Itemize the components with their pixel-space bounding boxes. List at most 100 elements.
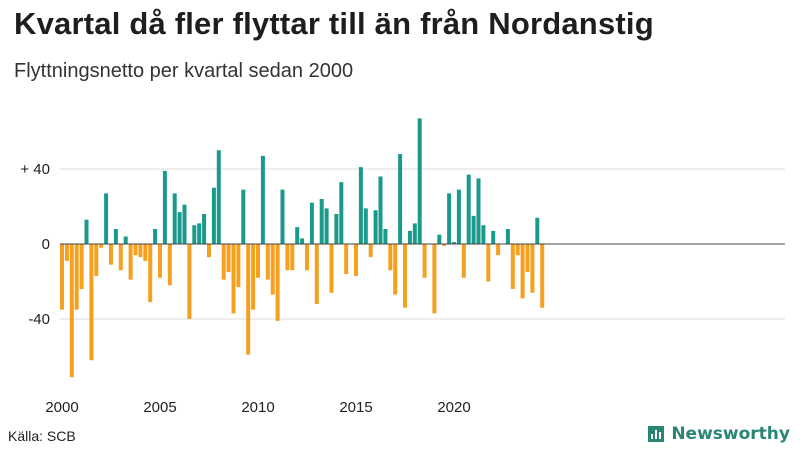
x-tick-label: 2020 [437,399,470,416]
bar [133,244,138,256]
bar [309,202,314,244]
bar [388,244,393,271]
bar [153,229,158,244]
bar [456,189,461,245]
bar [285,244,290,271]
bar [471,215,476,245]
bar [69,244,74,378]
bar [104,193,109,245]
axes: + 40 0 -40 2000 2005 2010 2015 2020 [20,161,785,416]
bar [109,244,113,265]
bar [197,223,202,245]
bar [461,244,466,278]
bar-chart-logo-icon [648,426,665,442]
bars [60,118,545,378]
bar [403,244,407,308]
brand-logo: Newsworthy [647,424,790,444]
bar [329,244,334,293]
bar [398,154,403,244]
bar [486,244,491,282]
bar [246,244,251,355]
bar [202,214,207,244]
bar [540,244,545,308]
bar [422,244,427,278]
bar [192,225,197,244]
bar [290,244,295,271]
chart-subtitle: Flyttningsnetto per kvartal sedan 2000 [14,60,354,82]
bar [265,244,270,280]
bar [94,244,99,276]
bar [270,244,275,295]
bar [295,227,300,245]
bar [496,244,501,256]
bar [143,244,148,261]
bar [520,244,525,299]
x-tick-label: 2015 [339,399,372,416]
bar [275,244,280,321]
bar [79,244,84,289]
x-tick-label: 2010 [241,399,274,416]
bar [378,176,383,244]
bar [393,244,398,295]
bar [158,244,162,278]
bar [128,244,133,280]
bar [162,170,167,245]
bar [123,236,128,244]
bar [510,244,515,289]
bar [241,189,246,245]
bar [89,244,94,361]
bar [182,204,187,245]
bar [99,244,104,248]
x-tick-label: 2005 [143,399,176,416]
bar [442,244,447,246]
bar [216,150,221,244]
bar [256,244,260,278]
bar [211,187,216,244]
bar [535,217,540,244]
bar [417,118,422,245]
x-tick-label: 2000 [45,399,78,416]
bar [280,189,285,245]
bar [177,212,182,245]
y-tick-label: -40 [28,311,50,328]
bar [113,229,118,244]
bar [368,244,373,258]
bar [84,219,89,245]
bar [187,244,192,319]
bar [118,244,123,271]
bar [412,223,417,245]
bar [74,244,79,310]
bar [251,244,256,310]
source-note: Källa: SCB [8,428,76,444]
bar [363,208,368,245]
bar [354,244,358,276]
bar [344,244,349,274]
bar [505,229,510,244]
bar [525,244,530,273]
bar [358,167,363,245]
bar [231,244,236,314]
bar [226,244,231,273]
bar [373,210,378,244]
bar [148,244,153,303]
bar [260,155,265,245]
bar [530,244,535,293]
bar [236,244,241,288]
bar [319,199,324,244]
bar [383,229,388,244]
bar [452,242,456,245]
bar [305,244,309,271]
bar [172,193,177,245]
bar [314,244,319,304]
bar [60,244,64,310]
bar [476,178,481,245]
y-tick-label: + 40 [20,161,50,178]
bar [64,244,69,261]
bar [466,174,471,245]
bar [407,230,412,245]
brand-name: Newsworthy [671,424,790,444]
bar [138,244,143,258]
bar [221,244,226,280]
bar [447,193,452,245]
